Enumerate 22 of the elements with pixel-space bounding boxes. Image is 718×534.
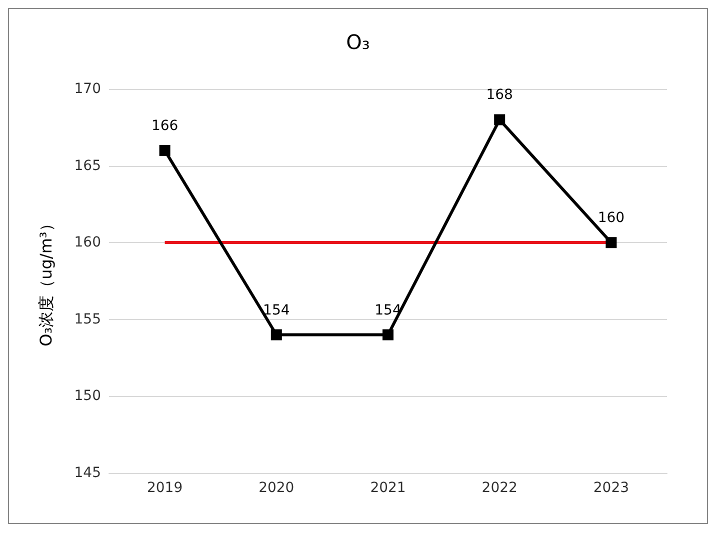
x-tick-label: 2019 bbox=[146, 480, 183, 496]
y-tick-label: 155 bbox=[74, 311, 101, 328]
data-label: 160 bbox=[598, 210, 625, 226]
y-tick-label: 145 bbox=[74, 465, 101, 481]
point bbox=[270, 329, 282, 340]
y-tick-label: 150 bbox=[74, 388, 101, 404]
data-label: 168 bbox=[486, 87, 513, 104]
chart-title: O₃ bbox=[346, 30, 370, 54]
y-tick-label: 165 bbox=[74, 158, 101, 174]
data-label: 166 bbox=[151, 118, 178, 134]
point bbox=[606, 237, 617, 248]
y-tick-label: 170 bbox=[74, 81, 101, 97]
x-tick-label: 2021 bbox=[370, 480, 406, 496]
x-tick-label: 2022 bbox=[482, 480, 518, 496]
data-label: 154 bbox=[263, 302, 290, 318]
x-tick-label: 2020 bbox=[258, 480, 294, 496]
y-axis-title: O₃浓度（ug/m³） bbox=[36, 216, 56, 346]
point bbox=[494, 114, 506, 126]
point bbox=[159, 144, 170, 156]
y-tick-label: 160 bbox=[74, 234, 101, 251]
x-tick-label: 2023 bbox=[593, 480, 630, 496]
point bbox=[382, 329, 394, 340]
